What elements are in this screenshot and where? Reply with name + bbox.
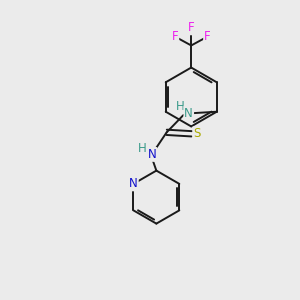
- Text: S: S: [193, 127, 201, 140]
- Text: F: F: [188, 21, 194, 34]
- Text: N: N: [129, 177, 138, 190]
- Text: N: N: [148, 148, 156, 161]
- Text: H: H: [176, 100, 185, 113]
- Text: F: F: [172, 30, 178, 43]
- Text: N: N: [184, 107, 193, 120]
- Text: H: H: [138, 142, 147, 155]
- Text: F: F: [204, 30, 211, 43]
